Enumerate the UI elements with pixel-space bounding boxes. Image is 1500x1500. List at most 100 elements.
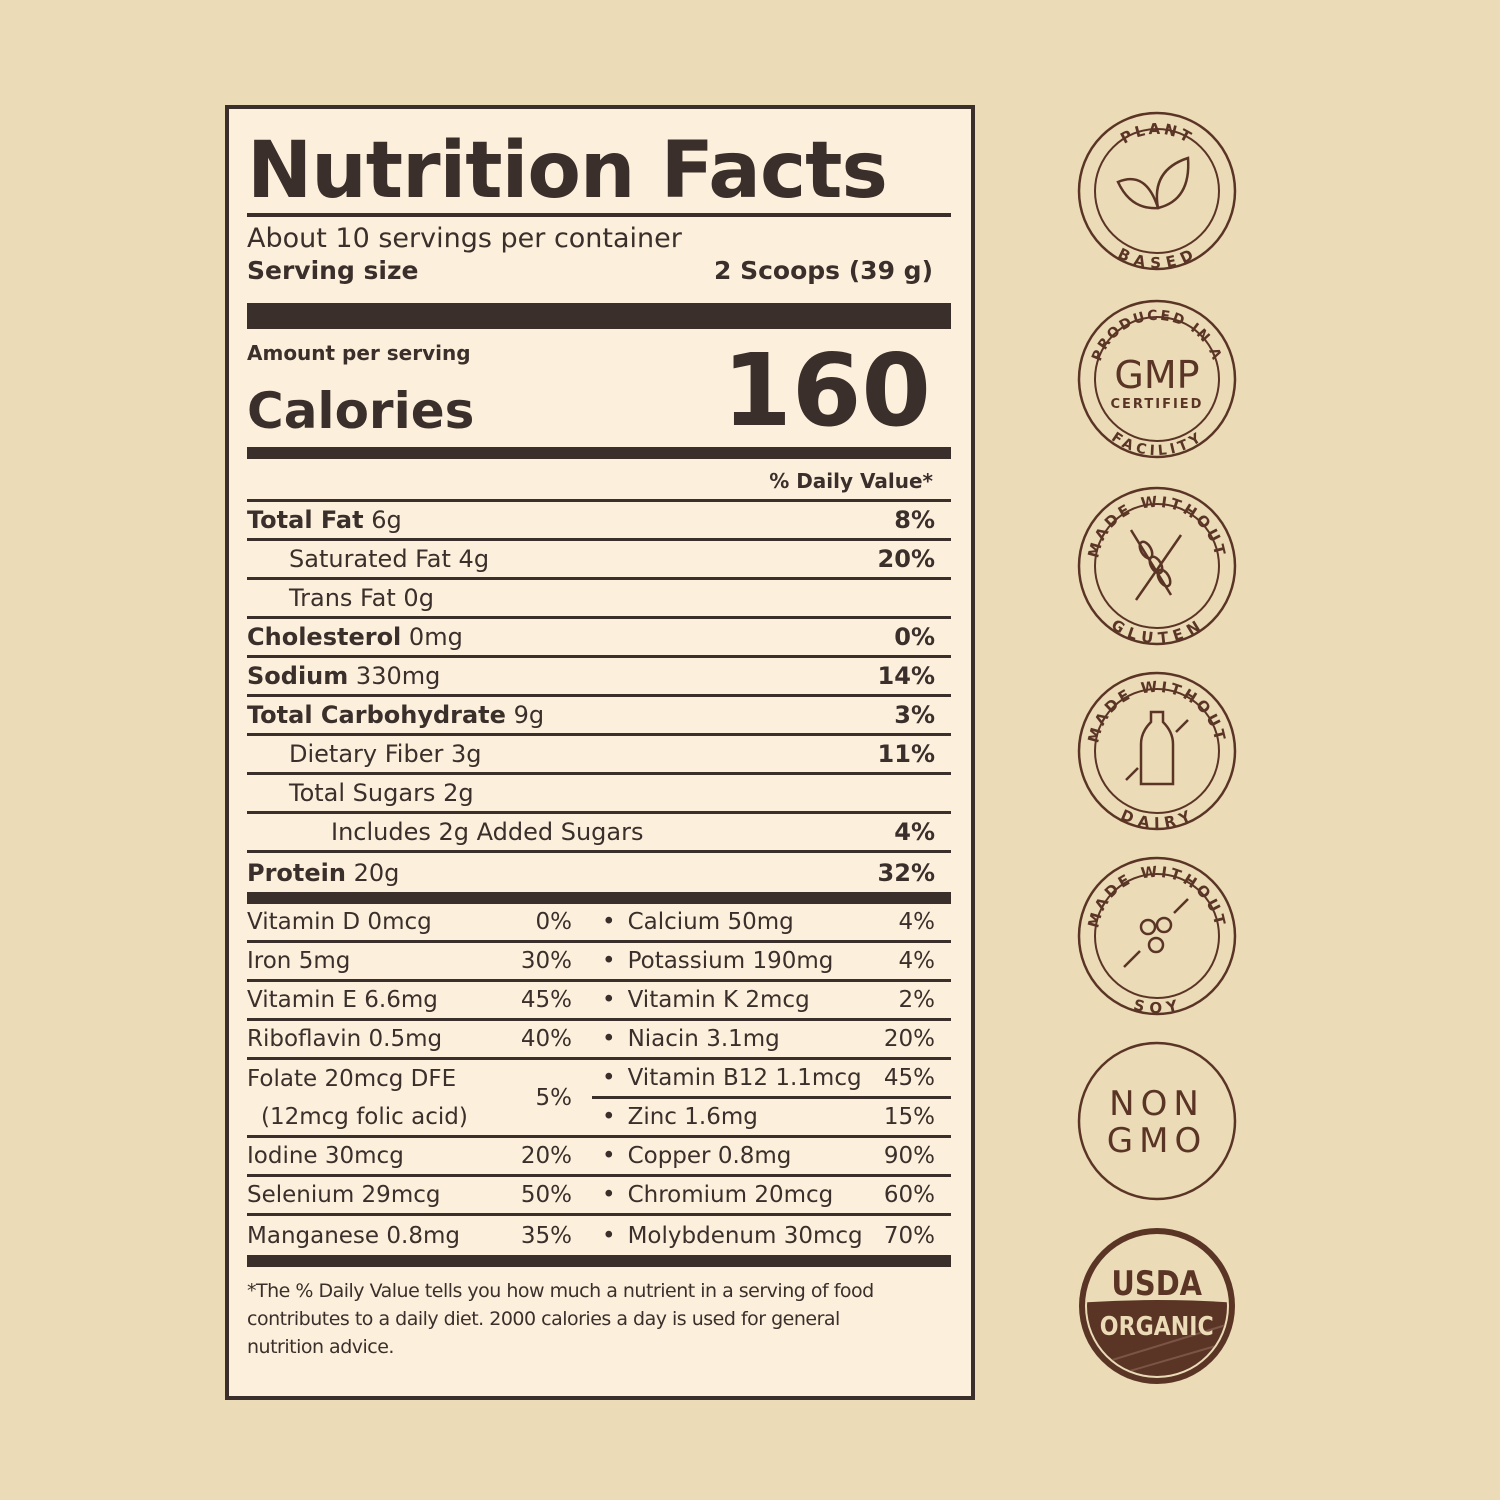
nutrient-label: Saturated Fat 4g: [247, 545, 489, 573]
vitamin-left-cell: Selenium 29mcg 50%: [247, 1177, 592, 1216]
daily-value-header: % Daily Value*: [247, 459, 951, 502]
nutrient-row: Total Carbohydrate 9g 3%: [247, 697, 951, 736]
vitamin-name: Copper 0.8mg: [627, 1143, 792, 1169]
nutrient-daily-value: 11%: [877, 740, 935, 768]
badge-text: MADE WITHOUT: [1084, 862, 1226, 929]
badge-text: MADE WITHOUT: [1084, 492, 1226, 559]
badge-text: USDA: [1111, 1265, 1202, 1304]
serving-size-value: 2 Scoops (39 g): [714, 256, 933, 285]
nutrient-name: Saturated Fat: [289, 545, 451, 573]
badge-text: FACILITY: [1108, 429, 1203, 459]
servings-per-container: About 10 servings per container: [247, 223, 682, 254]
vitamin-left-cell: Iodine 30mcg 20%: [247, 1138, 592, 1177]
nutrient-label: Dietary Fiber 3g: [247, 740, 481, 768]
vitamin-left-cell: Folate 20mcg DFE (12mcg folic acid) 5%: [247, 1060, 592, 1138]
badge-text: GMO: [1107, 1121, 1207, 1161]
usda-organic-badge: USDA ORGANIC: [1079, 1228, 1235, 1384]
vitamin-name: Riboflavin 0.5mg: [247, 1026, 443, 1052]
calories-label: Calories: [247, 382, 475, 440]
vitamin-right-cell: • Potassium 190mg 4%: [592, 943, 951, 982]
nutrient-row: Sodium 330mg 14%: [247, 658, 951, 697]
vitamin-daily-value: 0%: [535, 909, 573, 935]
nutrition-facts-label: Nutrition Facts About 10 servings per co…: [225, 105, 975, 1400]
nutrient-label: Sodium 330mg: [247, 662, 440, 690]
vitamin-left-cell: Manganese 0.8mg 35%: [247, 1216, 592, 1255]
nutrient-label: Includes 2g Added Sugars: [247, 818, 643, 846]
nutrient-daily-value: 14%: [877, 662, 935, 690]
nutrient-daily-value: 32%: [877, 858, 935, 887]
soybean-icon: [1123, 898, 1189, 968]
vitamin-left-cell: Vitamin E 6.6mg 45%: [247, 982, 592, 1021]
plant-based-badge: PLANT BASED: [1077, 111, 1237, 272]
nutrient-name: Sodium: [247, 662, 349, 690]
vitamin-left-cell: Riboflavin 0.5mg 40%: [247, 1021, 592, 1060]
nutrient-name: Includes 2g Added Sugars: [331, 818, 644, 846]
vitamin-name: Vitamin K 2mcg: [627, 987, 810, 1013]
badge-text: ORGANIC: [1100, 1311, 1214, 1341]
bullet-icon: •: [602, 1065, 616, 1091]
vitamin-daily-value: 20%: [883, 1026, 935, 1052]
nutrient-row: Total Fat 6g 8%: [247, 502, 951, 541]
vitamin-daily-value: 20%: [520, 1143, 572, 1169]
non-gmo-badge: NON GMO: [1077, 1041, 1237, 1201]
vitamin-daily-value: 4%: [898, 948, 936, 974]
vitamin-daily-value: 90%: [883, 1143, 935, 1169]
svg-text:PLANT: PLANT: [1117, 120, 1196, 148]
badge-text: DAIRY: [1118, 806, 1193, 832]
vitamin-name: Calcium 50mg: [627, 909, 794, 935]
nutrient-label: Cholesterol 0mg: [247, 623, 463, 651]
footnote-line: nutrition advice.: [247, 1336, 394, 1358]
nutrient-amount: 0mg: [408, 623, 463, 651]
vitamin-right-cell: • Niacin 3.1mg 20%: [592, 1021, 951, 1060]
gluten-free-badge: MADE WITHOUT GLUTEN: [1077, 486, 1237, 647]
nutrient-label: Trans Fat 0g: [247, 584, 434, 612]
footnote-line: contributes to a daily diet. 2000 calori…: [247, 1308, 840, 1330]
badge-text: CERTIFIED: [1111, 397, 1204, 412]
vitamin-name: Vitamin B12 1.1mcg: [627, 1065, 862, 1091]
leaf-icon: [1116, 156, 1190, 210]
svg-text:BASED: BASED: [1115, 244, 1199, 272]
nutrient-row: Trans Fat 0g: [247, 580, 951, 619]
nutrient-amount: 6g: [371, 506, 402, 534]
dairy-free-badge: MADE WITHOUT DAIRY: [1077, 671, 1237, 832]
nutrient-label: Total Carbohydrate 9g: [247, 701, 544, 729]
bullet-icon: •: [602, 1026, 616, 1052]
nutrient-amount: 4g: [458, 545, 490, 573]
vitamin-daily-value: 4%: [898, 909, 936, 935]
svg-text:MADE WITHOUT: MADE WITHOUT: [1084, 492, 1229, 559]
nutrient-amount: 3g: [450, 740, 482, 768]
vitamin-name: Zinc 1.6mg: [627, 1104, 758, 1130]
vitamin-daily-value: 60%: [883, 1182, 935, 1208]
vitamin-daily-value: 30%: [520, 948, 572, 974]
nutrient-label: Total Fat 6g: [247, 506, 402, 534]
bullet-icon: •: [602, 1104, 616, 1130]
footnote-line: *The % Daily Value tells you how much a …: [247, 1280, 874, 1302]
vitamin-name: Vitamin E 6.6mg: [247, 987, 438, 1013]
nutrient-daily-value: 0%: [894, 623, 935, 651]
amount-per-serving: Amount per serving: [247, 341, 471, 365]
divider-medium: [247, 1255, 951, 1267]
nutrient-row: Cholesterol 0mg 0%: [247, 619, 951, 658]
badge-text: BASED: [1115, 244, 1196, 272]
label-title: Nutrition Facts: [247, 109, 951, 217]
nutrient-name: Total Fat: [247, 506, 364, 534]
vitamin-daily-value: 50%: [520, 1182, 572, 1208]
vitamin-daily-value: 2%: [898, 987, 936, 1013]
nutrient-amount: 2g: [443, 779, 474, 807]
milk-bottle-icon: [1125, 710, 1189, 786]
nutrient-name: Protein: [247, 858, 346, 887]
nutrient-daily-value: 8%: [894, 506, 935, 534]
divider-medium: [247, 892, 951, 904]
badge-text: GLUTEN: [1108, 616, 1203, 647]
nutrient-name: Total Carbohydrate: [247, 701, 506, 729]
bullet-icon: •: [602, 1222, 616, 1249]
bullet-icon: •: [602, 1143, 616, 1169]
vitamin-left-cell: Iron 5mg 30%: [247, 943, 592, 982]
nutrient-name: Cholesterol: [247, 623, 402, 651]
vitamin-right-cell: • Molybdenum 30mcg 70%: [592, 1216, 951, 1255]
vitamin-right-cell: • Chromium 20mcg 60%: [592, 1177, 951, 1216]
nutrient-daily-value: 4%: [894, 818, 935, 846]
nutrient-label: Total Sugars 2g: [247, 779, 474, 807]
vitamin-daily-value: 35%: [520, 1222, 572, 1249]
vitamin-daily-value: 45%: [520, 987, 572, 1013]
